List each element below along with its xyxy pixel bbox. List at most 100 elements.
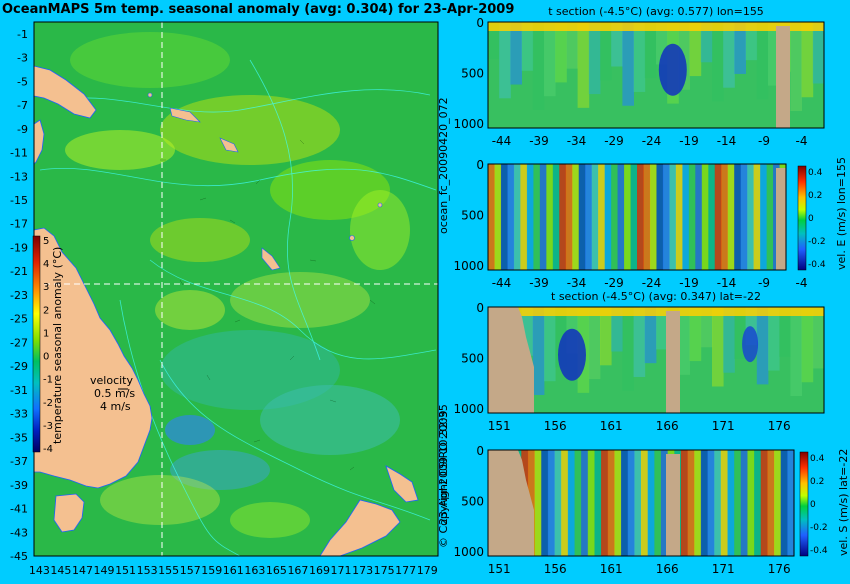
section-panels: t section (-4.5°C) (avg: 0.577) lon=155 0…: [453, 5, 850, 576]
section-texture-column: [643, 164, 651, 270]
section-texture-column: [552, 164, 560, 270]
section-texture-column: [572, 164, 580, 270]
section-texture-column: [714, 450, 722, 556]
map-lat-tick-label: -5: [17, 75, 28, 88]
cold-anomaly-core: [742, 326, 759, 363]
section-x-tick-label: -29: [604, 134, 624, 148]
section-texture-column: [621, 450, 629, 556]
map-lat-tick-label: -1: [17, 28, 28, 41]
section-texture-column: [745, 307, 758, 346]
section-texture-column: [601, 450, 609, 556]
section-texture-column: [499, 22, 511, 99]
section-texture-column: [521, 307, 534, 356]
section-texture-column: [688, 164, 696, 270]
section-texture-column: [544, 307, 556, 382]
section-x-tick-label: -24: [642, 276, 662, 290]
section-texture-column: [611, 307, 623, 352]
section-depth-tick-label: 1000: [453, 259, 484, 273]
section-texture-column: [630, 164, 638, 270]
run-id-label: ocean_fc_20090420_072: [437, 97, 450, 234]
map-colorbar-tick-label: 2: [43, 305, 49, 316]
section-texture-column: [559, 164, 567, 270]
map-lon-tick-label: 169: [309, 564, 330, 577]
map-colorbar-tick-label: -3: [43, 421, 53, 432]
section-texture-column: [622, 22, 634, 106]
map-colorbar-label: temperature seasonal anomaly (°C): [51, 247, 64, 444]
velocity-key-value: 0.5 m/s: [94, 387, 135, 400]
section-texture-column: [521, 22, 534, 71]
section-texture-column: [701, 164, 709, 270]
section-texture-column: [760, 164, 767, 270]
map-title: OceanMAPS 5m temp. seasonal anomaly (avg…: [2, 2, 514, 17]
section-frame: [487, 21, 825, 129]
section-texture-column: [747, 164, 755, 270]
section-x-tick-label: 176: [768, 419, 791, 433]
section-texture-column: [714, 164, 722, 270]
map-lat-tick-label: -35: [10, 431, 28, 444]
section-texture-column: [712, 307, 724, 387]
map-lon-tick-label: 163: [244, 564, 265, 577]
section-texture-column: [614, 450, 622, 556]
section-title: t section (-4.5°C) (avg: 0.347) lat=-22: [551, 290, 761, 303]
section-land-mask: [488, 450, 534, 556]
map-lat-tick-label: -27: [10, 336, 28, 349]
section-texture-column: [555, 22, 567, 83]
section-texture-column: [617, 164, 625, 270]
section-texture-column: [644, 307, 657, 364]
map-colorbar-tick-label: -4: [43, 444, 53, 455]
pacific-islands: [147, 92, 383, 271]
section-texture-column: [649, 164, 657, 270]
section-texture-column: [680, 450, 688, 556]
section-texture-column: [734, 22, 746, 74]
section-texture-column: [544, 22, 556, 97]
section-depth-tick-label: 0: [476, 158, 484, 172]
section-texture-column: [604, 164, 612, 270]
section-texture-column: [727, 164, 735, 270]
section-x-tick-label: -39: [529, 276, 549, 290]
map-lon-tick-label: 175: [374, 564, 395, 577]
section-texture-column: [633, 22, 646, 92]
section-texture-column: [633, 307, 646, 377]
section-texture-column: [607, 450, 615, 556]
map-lon-tick-label: 173: [352, 564, 373, 577]
section-land-mask: [666, 311, 680, 413]
section-texture-column: [622, 307, 634, 391]
map-lon-tick-label: 161: [223, 564, 244, 577]
section-texture-column: [594, 450, 602, 556]
map-lon-tick-label: 149: [94, 564, 115, 577]
section-depth-tick-label: 1000: [453, 545, 484, 559]
section-colorbar-tick-label: 0: [810, 500, 816, 510]
section-texture-column: [539, 164, 547, 270]
map-lat-tick-label: -15: [10, 194, 28, 207]
section-texture-column: [656, 164, 664, 270]
section-texture-column: [753, 164, 761, 270]
map-colorbar-tick-label: -1: [43, 375, 53, 386]
section-x-tick-label: -19: [679, 276, 699, 290]
section-texture-column: [727, 450, 735, 556]
section-x-tick-label: 161: [600, 562, 623, 576]
section-texture-column: [500, 164, 508, 270]
section-texture-column: [641, 450, 649, 556]
section-texture-column: [644, 22, 657, 79]
map-lat-tick-label: -3: [17, 52, 28, 65]
section-title: t section (-4.5°C) (avg: 0.577) lon=155: [548, 5, 764, 18]
section-texture-column: [675, 164, 683, 270]
section-depth-tick-label: 500: [461, 494, 484, 508]
section-texture-column: [694, 450, 702, 556]
velocity-key-scale: 4 m/s: [100, 400, 131, 413]
section-panel-3: t section (-4.5°C) (avg: 0.347) lat=-22 0…: [453, 290, 825, 433]
section-x-tick-label: -24: [642, 134, 662, 148]
map-lat-tick-label: -21: [10, 265, 28, 278]
map-lat-tick-label: -31: [10, 384, 28, 397]
tasmania-landmass: [53, 493, 85, 533]
section-texture-column: [510, 22, 522, 85]
section-frame: [487, 163, 787, 271]
map-lat-tick-label: -23: [10, 289, 28, 302]
map-plot: [33, 21, 439, 557]
section-texture-column: [801, 22, 814, 98]
map-lon-tick-label: 155: [158, 564, 179, 577]
section-colorbar-tick-label: 0.4: [810, 454, 825, 464]
issued-timestamp-label: 23-Apr-2009 10:32:35: [437, 404, 450, 525]
